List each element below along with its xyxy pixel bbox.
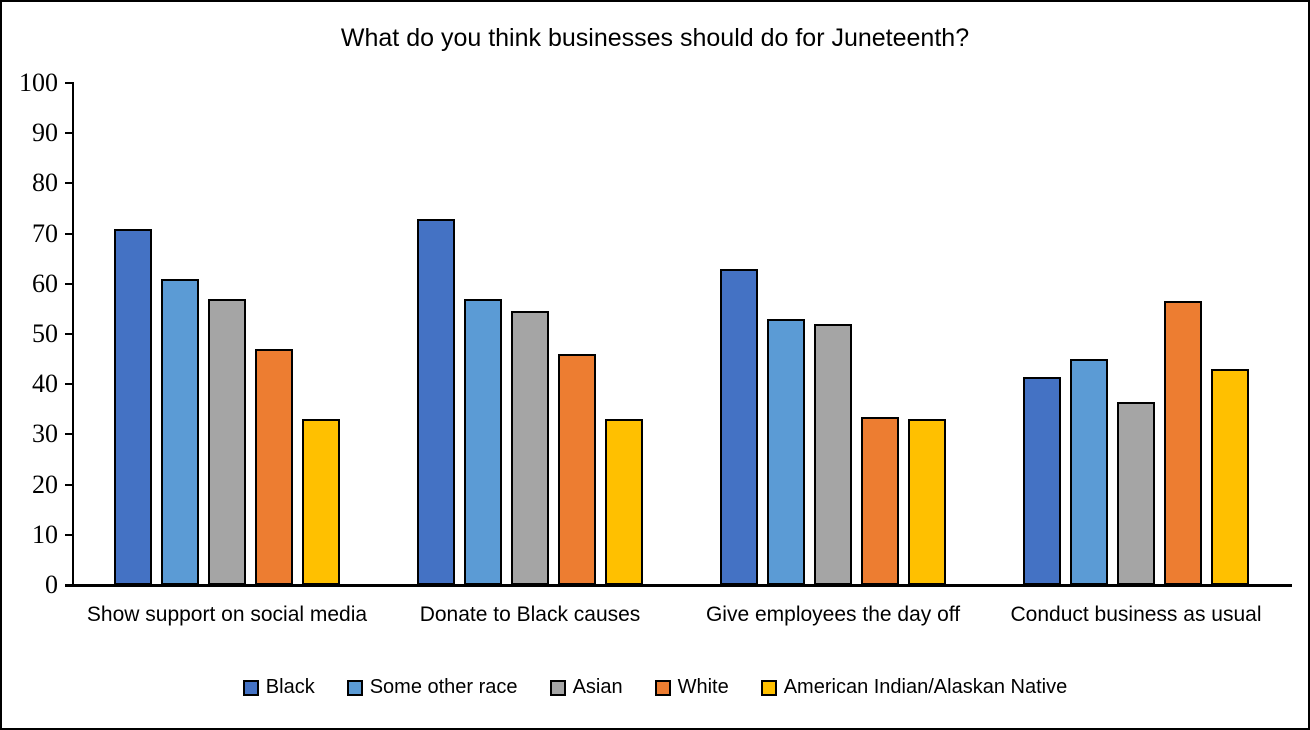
category-label: Donate to Black causes <box>419 603 641 626</box>
bar-american-indian-alaskan-native <box>908 419 946 585</box>
legend-label: White <box>677 676 729 698</box>
bar-american-indian-alaskan-native <box>1211 369 1249 585</box>
legend-swatch-icon <box>346 679 363 696</box>
category-label: Give employees the day off <box>705 603 961 626</box>
x-axis <box>65 584 1292 587</box>
y-tick-label: 60 <box>32 268 58 298</box>
legend-item: American Indian/Alaskan Native <box>760 676 1068 699</box>
bar-asian <box>1117 402 1155 585</box>
legend-swatch-icon <box>654 679 671 696</box>
y-tick-label: 30 <box>32 419 58 449</box>
bar-black <box>1023 377 1061 585</box>
y-tick-label: 20 <box>32 469 58 499</box>
y-axis-tick <box>65 132 74 135</box>
bar-white <box>255 349 293 585</box>
y-axis-tick <box>65 533 74 536</box>
bar-black <box>114 229 152 585</box>
legend-label: Some other race <box>369 676 518 698</box>
legend-item: Asian <box>549 676 623 699</box>
y-tick-label: 50 <box>32 319 58 348</box>
y-tick-label: 80 <box>32 168 58 198</box>
legend-item: Black <box>242 676 315 699</box>
bar-asian <box>511 311 549 585</box>
y-tick-label: 100 <box>19 68 58 97</box>
y-axis <box>72 83 74 585</box>
y-tick-label: 10 <box>32 519 58 549</box>
y-tick-label: 90 <box>32 118 58 148</box>
legend-label: Asian <box>572 676 623 698</box>
y-axis-tick <box>65 333 74 335</box>
legend: Black Some other race Asian White American I… <box>2 676 1308 699</box>
bar-black <box>720 269 758 585</box>
y-axis-tick <box>65 282 74 285</box>
bar-white <box>558 354 596 585</box>
bar-some-other-race <box>767 319 805 585</box>
bar-american-indian-alaskan-native <box>605 419 643 585</box>
bar-asian <box>208 299 246 585</box>
y-axis-tick <box>65 383 74 386</box>
y-axis-tick <box>65 232 74 235</box>
y-tick-label: 40 <box>32 369 58 399</box>
legend-item: Some other race <box>346 676 518 699</box>
legend-swatch-icon <box>760 679 777 696</box>
legend-swatch-icon <box>549 679 566 696</box>
bar-black <box>417 219 455 585</box>
bar-some-other-race <box>1070 359 1108 585</box>
bar-white <box>861 417 899 585</box>
legend-label: American Indian/Alaskan Native <box>783 676 1068 698</box>
y-axis-tick <box>65 182 74 185</box>
legend-item: White <box>654 676 729 699</box>
legend-label: Black <box>265 676 315 698</box>
bar-some-other-race <box>161 279 199 585</box>
bar-some-other-race <box>464 299 502 585</box>
chart-title: What do you think businesses should do f… <box>340 24 970 52</box>
y-axis-tick <box>65 82 74 84</box>
y-axis-tick <box>65 483 74 486</box>
bar-asian <box>814 324 852 585</box>
y-axis-tick <box>65 433 74 436</box>
category-label: Show support on social media <box>86 603 368 626</box>
bar-american-indian-alaskan-native <box>302 419 340 585</box>
y-tick-label: 70 <box>32 218 58 248</box>
category-label: Conduct business as usual <box>1010 603 1262 626</box>
legend-swatch-icon <box>242 679 259 696</box>
y-tick-label: 0 <box>45 570 58 599</box>
bar-white <box>1164 301 1202 585</box>
